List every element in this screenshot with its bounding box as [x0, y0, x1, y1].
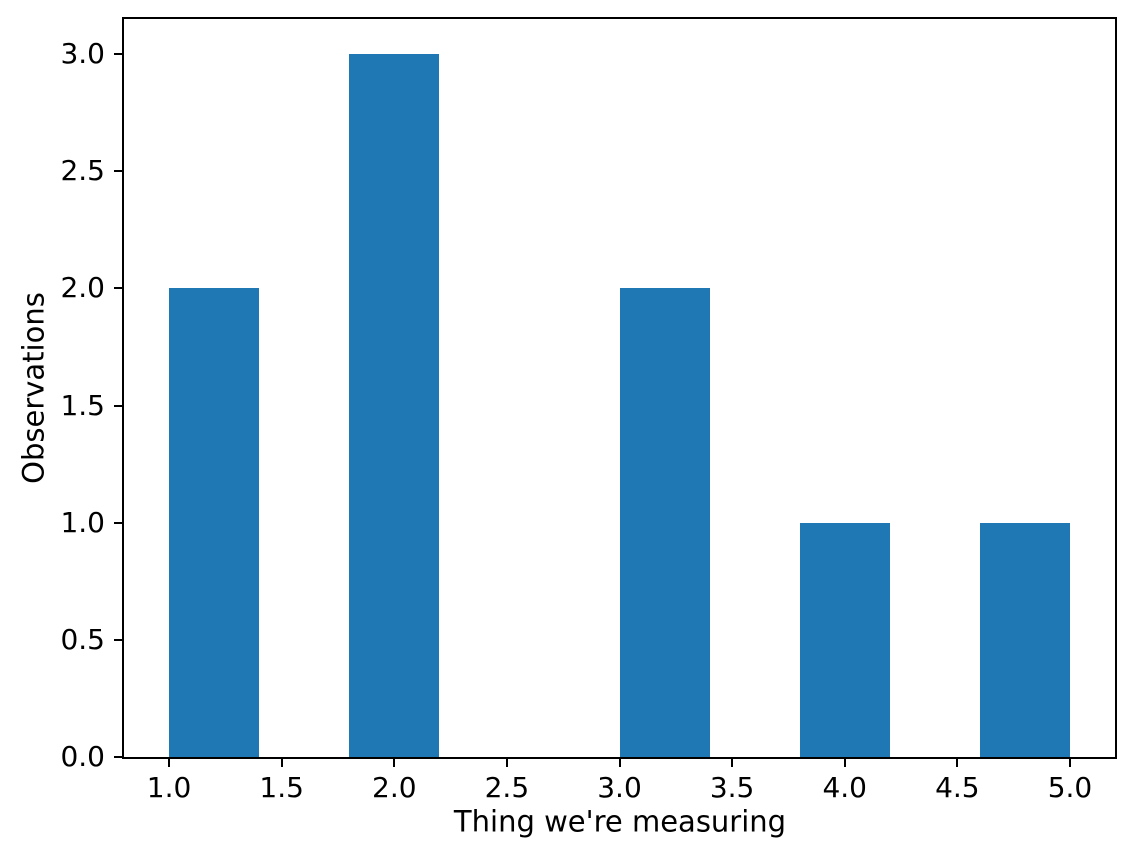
histogram-bar: [799, 522, 890, 757]
y-tick-mark: [114, 521, 122, 524]
y-tick-mark: [114, 53, 122, 56]
y-tick-label: 2.5: [60, 154, 105, 188]
x-tick-mark: [731, 759, 734, 767]
x-tick-label: 1.5: [259, 771, 304, 804]
x-tick-mark: [956, 759, 959, 767]
x-tick-mark: [1068, 759, 1071, 767]
x-axis-label: Thing we're measuring: [453, 804, 787, 839]
plot-area: 1.0 1.5 2.0 2.5 3.0 3.5 4.0 4.5 5.0 0.0 0.5 1.0 1.5 2…: [60, 17, 1117, 802]
x-tick-label: 3.5: [709, 771, 755, 804]
x-tick-mark: [843, 759, 846, 767]
x-tick-mark: [393, 759, 396, 767]
y-tick-label: 0.5: [60, 622, 105, 656]
y-tick-mark: [114, 638, 122, 641]
histogram-bar: [979, 522, 1070, 757]
x-tick-mark: [618, 759, 621, 767]
x-tick-mark: [168, 759, 171, 767]
histogram-bar: [619, 288, 710, 757]
y-tick-mark: [114, 756, 122, 758]
y-tick-label: 2.0: [60, 271, 105, 305]
x-tick-label: 3.0: [597, 771, 642, 804]
y-tick-label: 1.5: [60, 388, 105, 422]
histogram-bar: [349, 54, 440, 757]
x-tick-label: 5.0: [1047, 771, 1093, 804]
y-tick-mark: [114, 404, 122, 407]
y-tick-label: 0.0: [60, 740, 105, 773]
x-tick-label: 1.0: [146, 771, 192, 804]
y-tick-mark: [114, 287, 122, 290]
x-tick-label: 2.0: [372, 771, 417, 804]
x-tick-label: 4.0: [822, 771, 867, 804]
x-tick-label: 2.5: [484, 771, 530, 804]
y-tick-label: 3.0: [60, 37, 105, 71]
y-tick-mark: [114, 170, 122, 173]
y-tick-label: 1.0: [60, 505, 105, 539]
x-tick-label: 4.5: [935, 771, 980, 804]
histogram-bar: [169, 288, 260, 757]
x-tick-mark: [505, 759, 508, 767]
y-axis-label: Observations: [16, 292, 51, 484]
x-tick-mark: [280, 759, 283, 767]
